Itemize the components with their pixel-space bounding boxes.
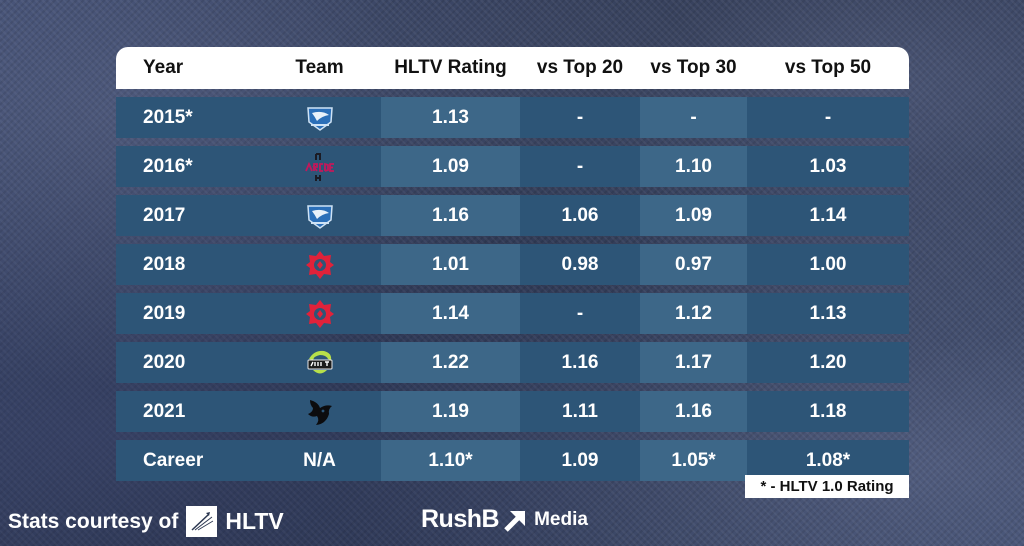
vs-top-30-cell: - [640,97,747,138]
stats-table: Year Team HLTV Rating vs Top 20 vs Top 3… [116,47,909,481]
spirit-old-icon [307,350,332,373]
table-row: 2019 1.14 - 1.12 1.13 [116,293,909,334]
vs-top-30-cell: 1.16 [640,391,747,432]
header-vs-top-20: vs Top 20 [536,57,624,78]
vs-top-50-cell: 1.14 [809,204,847,226]
hltv-rating-cell: 1.22 [381,342,520,383]
stats-credit: Stats courtesy of HLTV [8,506,284,537]
year-cell: 2016* [143,155,193,177]
vs-top-30-cell: 1.12 [640,293,747,334]
header-year: Year [143,57,184,78]
team-cell [258,244,381,285]
vs-top-50-cell: 1.20 [809,351,847,373]
team-cell [258,195,381,236]
team-cell [258,391,381,432]
vs-top-50-cell: 1.08* [805,449,851,471]
hltv-rating-cell: 1.14 [381,293,520,334]
table-header: Year Team HLTV Rating vs Top 20 vs Top 3… [116,47,909,89]
virtus-pro-icon [306,106,333,131]
vs-top-20-cell: 1.11 [562,400,598,422]
vs-top-30-cell: 1.09 [640,195,747,236]
year-cell: 2018 [143,253,186,275]
team-cell [258,97,381,138]
table-row: 2017 1.16 1.06 1.09 1.14 [116,195,909,236]
arrow-up-right-icon [504,510,526,532]
table-row: 2016* 1.09 - 1.10 1.03 [116,146,909,187]
vs-top-50-cell: - [824,106,832,128]
credit-source: HLTV [225,508,284,534]
year-cell: 2015* [143,106,193,128]
vs-top-20-cell: - [576,302,584,324]
gambit-icon [305,250,334,279]
year-cell: 2017 [143,204,186,226]
hltv-rating-cell: 1.13 [381,97,520,138]
hltv-rating-cell: 1.10* [381,440,520,481]
footnote: * - HLTV 1.0 Rating [745,475,909,498]
hltv-rating-cell: 1.16 [381,195,520,236]
header-vs-top-30: vs Top 30 [650,57,737,78]
header-vs-top-50: vs Top 50 [784,57,872,78]
hltv-logo-icon [186,506,218,537]
brand-sub: Media [534,508,588,530]
vs-top-50-cell: 1.03 [809,155,847,177]
year-cell: Career [143,449,204,471]
vs-top-50-cell: 1.13 [809,302,847,324]
arcade-icon [304,152,334,181]
table-row: 2018 1.01 0.98 0.97 1.00 [116,244,909,285]
hltv-rating-cell: 1.19 [381,391,520,432]
table-row: 2015* 1.13 - - - [116,97,909,138]
team-cell [258,293,381,334]
header-hltv-rating: HLTV Rating [394,57,507,78]
vs-top-20-cell: 1.16 [561,351,599,373]
table-row: 2021 1.19 1.11 1.16 1.18 [116,391,909,432]
vs-top-50-cell: 1.18 [809,400,847,422]
table-row: Career N/A 1.10* 1.09 1.05* 1.08* [116,440,909,481]
vs-top-20-cell: - [576,155,584,177]
gambit-icon [305,299,334,328]
vs-top-20-cell: - [576,106,584,128]
vs-top-30-cell: 1.10 [640,146,747,187]
year-cell: 2020 [143,351,186,373]
vs-top-20-cell: 1.09 [561,449,599,471]
brand-main: RushB [421,505,500,533]
virtus-pro-icon [306,204,333,229]
vs-top-50-cell: 1.00 [809,253,847,275]
vs-top-20-cell: 1.06 [561,204,599,226]
vs-top-30-cell: 0.97 [640,244,747,285]
year-cell: 2019 [143,302,186,324]
team-cell: N/A [303,449,336,471]
header-team: Team [295,57,344,78]
vs-top-30-cell: 1.17 [640,342,747,383]
hltv-rating-cell: 1.01 [381,244,520,285]
team-cell [258,146,381,187]
credit-prefix: Stats courtesy of [8,509,179,533]
rushb-media-logo: RushB Media [421,505,588,534]
table-row: 2020 1.22 1.16 1.17 1.20 [116,342,909,383]
vs-top-30-cell: 1.05* [640,440,747,481]
vs-top-20-cell: 0.98 [561,253,599,275]
spirit-dragon-icon [307,399,332,425]
team-cell [258,342,381,383]
hltv-rating-cell: 1.09 [381,146,520,187]
year-cell: 2021 [143,400,186,422]
